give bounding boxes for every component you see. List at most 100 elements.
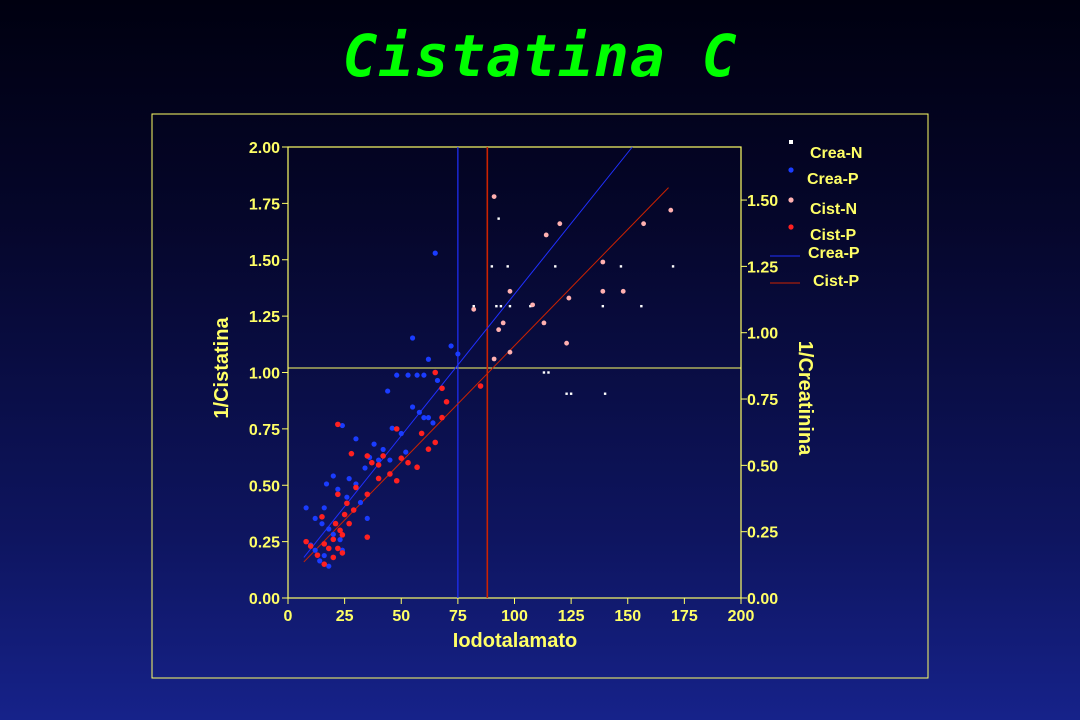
point-cist-p [393,477,400,484]
y-axis: 0.00 0.25 0.50 0.75 1.00 1.25 1.50 1.75 2.00 [249,140,288,608]
point-cist-n [491,194,497,200]
point-cist-n [600,288,606,294]
point-crea-p [434,377,441,384]
point-cist-p [405,459,411,466]
point-crea-n [547,371,550,374]
point-cist-n [566,295,572,301]
point-cist-p [335,421,341,428]
point-cist-n [641,221,647,227]
point-cist-n [496,327,502,333]
point-cist-p [330,536,337,543]
point-crea-p [321,505,327,511]
point-crea-p [425,356,432,362]
point-crea-p [346,476,352,482]
point-cist-n [668,207,674,213]
point-cist-p [380,453,386,459]
point-cist-p [369,459,375,466]
point-crea-n [554,265,557,268]
point-crea-n [671,265,675,268]
point-cist-p [321,561,328,567]
point-crea-p [303,505,309,511]
point-crea-n [619,265,623,268]
x-tick-label: 175 [671,608,698,625]
y-tick-label: 1.25 [249,309,280,326]
point-crea-p [409,404,416,410]
point-crea-p [362,465,368,471]
point-cist-n [507,288,513,294]
legend-marker-crea-p [788,167,794,173]
point-cist-p [432,369,439,376]
point-cist-p [425,446,432,452]
point-crea-p [330,531,336,537]
point-cist-n [530,302,536,308]
legend-label-cist-p-line: Cist-P [813,273,860,290]
y-tick-label: 2.00 [249,140,280,157]
x-axis-title: Iodotalamato [453,630,577,652]
point-crea-p [385,388,391,394]
point-crea-p [323,481,330,487]
point-crea-n [472,304,475,308]
y2-axis: 0.00 0.25 0.50 0.75 1.00 1.25 1.50 [741,193,778,608]
point-crea-p [448,343,454,349]
point-cist-n [471,306,477,312]
fit-line-cist-p [303,187,669,563]
point-cist-n [600,259,606,265]
point-cist-p [443,399,450,405]
point-crea-p [330,473,336,479]
point-crea-p [344,494,350,500]
point-crea-p [364,515,370,522]
point-crea-p [326,526,332,532]
point-cist-p [346,520,352,527]
point-cist-n [491,356,497,362]
y-tick-label: 1.75 [249,196,280,213]
y-tick-label: 1.00 [249,366,280,383]
point-cist-p [344,500,350,507]
point-crea-n [601,304,605,308]
legend: Crea-N Crea-P Cist-N Cist-P Crea-P Cist-… [770,140,862,290]
legend-marker-crea-n [789,140,793,144]
point-crea-n [506,265,509,268]
point-cist-p [375,462,382,468]
point-crea-p [321,552,327,559]
scatter-points [303,194,675,569]
x-tick-label: 200 [728,608,755,625]
point-cist-n [620,288,626,294]
y-tick-label: 1.50 [249,253,280,270]
point-crea-n [640,304,643,308]
point-crea-p [371,441,377,447]
point-cist-n [564,340,569,346]
point-cist-p [418,430,425,437]
legend-label-cist-n: Cist-N [810,201,857,218]
point-cist-p [335,491,341,498]
point-crea-n [490,265,494,268]
point-crea-p [394,372,400,378]
point-crea-n [603,392,607,395]
point-cist-n [541,320,547,326]
legend-marker-cist-n [788,197,794,203]
point-crea-p [380,446,386,453]
point-cist-p [341,511,348,518]
point-cist-p [387,471,393,477]
plot-area [287,146,742,599]
point-cist-p [325,545,332,552]
point-crea-n [569,392,573,395]
y-tick-label: 0.50 [249,478,280,495]
x-tick-label: 100 [501,608,528,625]
legend-label-crea-n: Crea-N [810,145,862,162]
point-cist-p [332,520,339,527]
point-crea-p [337,537,343,543]
point-cist-p [303,538,309,545]
y2-tick-label: 1.25 [747,259,778,276]
point-crea-n [529,304,532,308]
x-tick-label: 150 [614,608,641,625]
point-cist-p [348,450,355,457]
point-crea-p [398,430,404,437]
point-cist-p [439,385,445,392]
point-cist-n [507,349,513,355]
fit-lines [303,146,669,563]
point-cist-p [314,552,321,558]
legend-label-crea-p: Crea-P [807,171,859,188]
y2-tick-label: 0.25 [747,525,778,542]
point-crea-p [414,372,420,378]
point-crea-p [403,449,409,455]
